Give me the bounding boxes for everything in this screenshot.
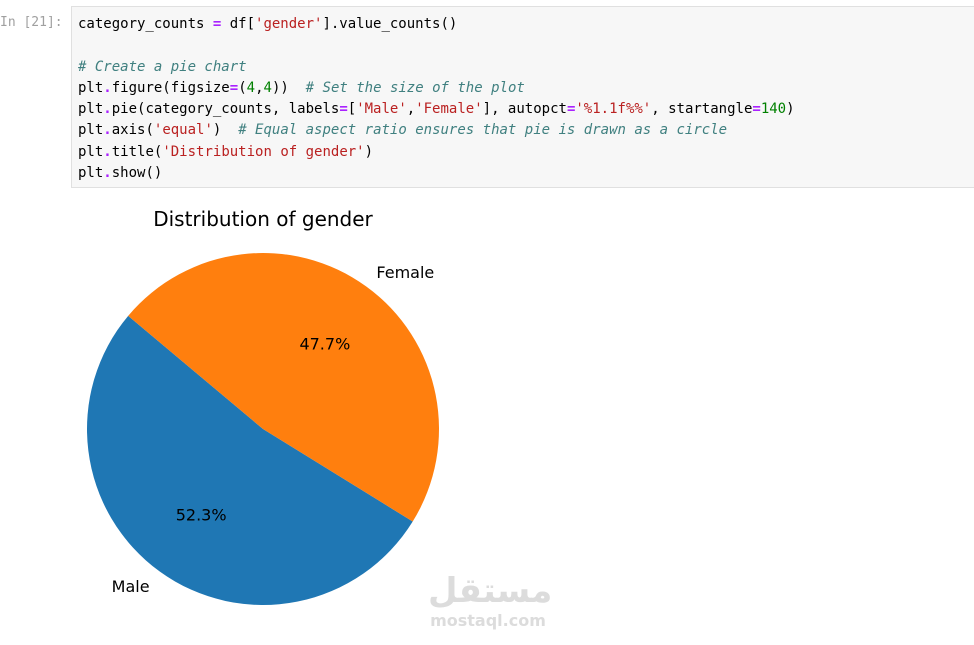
code-line: plt.show() [78,163,795,184]
code-token: = [566,101,576,118]
code-token: plt [78,122,104,139]
code-token: 'Distribution of gender' [162,143,365,160]
code-token: ( [238,79,247,96]
code-token: # Equal aspect ratio ensures that pie is… [238,122,728,139]
code-token: . [103,79,112,96]
code-token: , startangle [651,101,753,118]
code-token: df[ [221,16,256,32]
pie-slice-female [128,252,440,522]
code-token: category_counts [78,16,213,32]
code-token: ) [212,122,239,139]
code-token: 'gender' [255,16,323,32]
code-token: 'Female' [415,101,483,118]
code-token: # Create a pie chart [78,58,247,75]
code-token: plt [78,143,104,160]
pie-chart-output: Distribution of gender Male 52.3% Female 47… [0,190,974,645]
code-token: 140 [760,101,787,118]
pie-slice-male [87,315,413,605]
code-line: plt.axis('equal') # Equal aspect ratio e… [78,120,795,141]
code-token: show() [111,165,163,182]
code-token: ) [364,143,374,160]
code-token: . [103,143,112,160]
code-token: title( [111,143,163,160]
code-line: # Create a pie chart [78,57,795,78]
pie-labels: Male 52.3% Female 47.7% [112,263,435,596]
code-token: . [103,101,112,118]
code-token: , [406,101,416,118]
code-line [78,35,795,56]
code-token: = [752,101,761,118]
code-token: axis( [111,122,154,139]
watermark-site: mostaql.com [430,611,546,630]
pie-slices [87,252,440,605]
code-token: pie(category_counts, labels [111,101,340,118]
code-line: category_counts = df['gender'].value_cou… [78,14,795,35]
code-token: '%1.1f%%' [575,101,652,118]
code-token: # Set the size of the plot [305,79,525,96]
code-token: 4 [246,79,256,96]
pie-chart: Distribution of gender Male 52.3% Female 47… [87,207,440,605]
code-token: 'Male' [356,101,407,118]
watermark: مستقل mostaql.com [428,571,553,630]
code-token: ], autopct [482,101,567,118]
code-token: . [103,165,112,182]
code-token: 'equal' [153,122,213,139]
slice-pct-female: 47.7% [299,334,350,353]
code-token: )) [271,79,306,96]
cell-prompt: In [21]: [0,15,63,30]
code-token: = [212,16,222,32]
slice-pct-male: 52.3% [176,506,227,525]
watermark-logo: مستقل [428,571,553,611]
code-line: plt.figure(figsize=(4,4)) # Set the size… [78,78,795,99]
code-token: ].value_counts() [322,16,458,32]
code-token: plt [78,101,104,118]
code-token: . [103,122,112,139]
code-editor[interactable]: category_counts = df['gender'].value_cou… [78,14,795,184]
code-token: [ [347,101,357,118]
code-token: 4 [263,79,272,96]
code-token: , [255,79,264,96]
code-cell[interactable]: category_counts = df['gender'].value_cou… [71,6,974,188]
code-token: plt [78,165,104,182]
code-token: ) [786,101,795,118]
code-token: = [339,101,348,118]
slice-label-male: Male [112,577,150,596]
slice-label-female: Female [376,263,434,282]
code-token: figure(figsize [111,79,230,96]
chart-title: Distribution of gender [153,207,373,231]
code-token: = [229,79,239,96]
code-line: plt.pie(category_counts, labels=['Male',… [78,99,795,120]
code-token: plt [78,79,104,96]
code-line: plt.title('Distribution of gender') [78,142,795,163]
